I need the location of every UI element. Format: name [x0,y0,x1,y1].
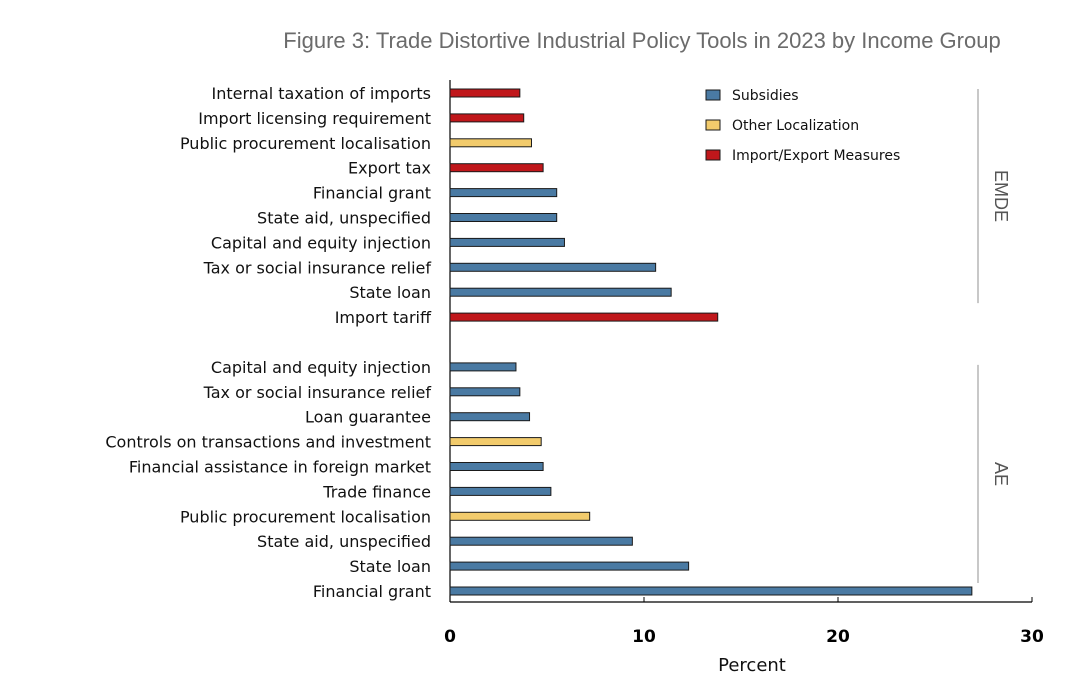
x-axis-label: Percent [718,655,786,676]
category-label: Trade finance [322,482,431,501]
x-tick-label: 30 [1020,627,1044,647]
bar [449,462,544,471]
category-label: Financial grant [313,184,431,203]
category-label: Controls on transactions and investment [105,433,431,452]
bar [449,437,542,447]
category-label: State aid, unspecified [257,532,431,551]
bar [449,88,521,98]
group-label: EMDE [991,170,1011,222]
bar [449,188,558,198]
category-label: State aid, unspecified [257,209,431,228]
bar [449,387,521,397]
bar [449,262,657,272]
category-label: Export tax [348,159,431,178]
category-label: Loan guarantee [305,408,431,427]
category-label: Public procurement localisation [180,507,431,526]
category-label: Tax or social insurance relief [203,258,432,277]
bar [449,362,517,372]
legend-label: Other Localization [732,118,859,134]
legend-swatch [705,89,721,101]
bar [449,312,719,322]
bar [449,561,690,571]
category-label: Capital and equity injection [211,233,431,252]
category-label: Import tariff [335,308,432,327]
bar [449,412,531,422]
x-tick-label: 0 [444,627,456,647]
bar [449,536,633,546]
category-label: Tax or social insurance relief [203,383,432,402]
bar [449,213,558,222]
x-tick-label: 20 [826,627,850,647]
category-label: Financial grant [313,582,431,601]
category-label: Capital and equity injection [211,358,431,377]
category-label: Internal taxation of imports [211,84,431,103]
plot-area: 0 10 20 30 Internal taxation of imports Impor… [105,80,1044,647]
x-tick-label: 10 [632,627,656,647]
legend-swatch [705,119,721,131]
bar [449,237,565,247]
category-label: State loan [349,283,431,302]
category-label: State loan [349,557,431,576]
bar [449,287,672,297]
legend-label: Subsidies [732,88,799,104]
legend-swatch [705,149,721,161]
legend: Subsidies Other Localization Import/Export… [705,88,900,164]
bar [449,486,552,496]
bar [449,511,591,521]
group-label: AE [991,462,1011,486]
bar [449,113,525,123]
category-label: Public procurement localisation [180,134,431,153]
legend-label: Import/Export Measures [732,148,900,164]
bar [449,586,973,596]
bar [449,138,532,148]
chart-title: Figure 3: Trade Distortive Industrial Po… [283,28,1000,53]
category-label: Import licensing requirement [198,109,431,128]
bar [449,163,544,173]
category-label: Financial assistance in foreign market [129,458,431,477]
